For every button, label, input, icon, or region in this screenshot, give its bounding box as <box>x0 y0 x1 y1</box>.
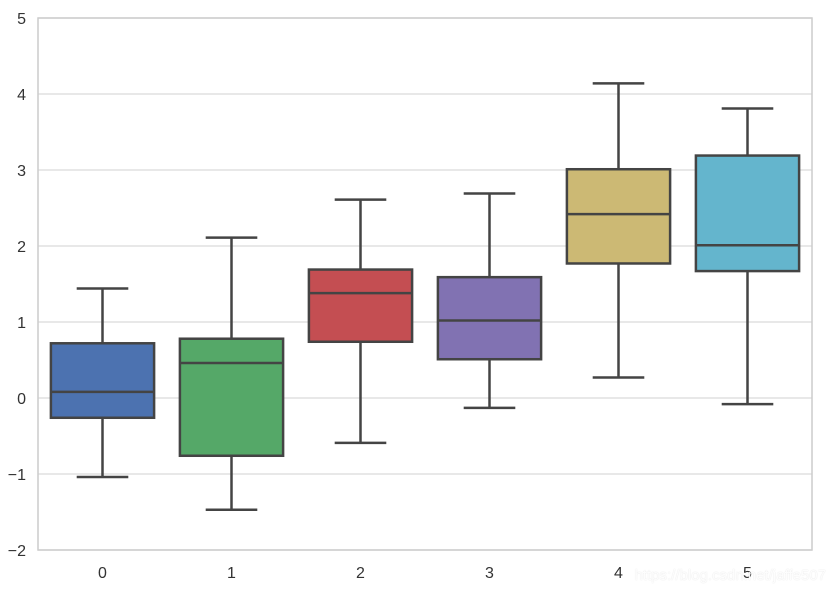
box-0 <box>49 287 156 479</box>
x-tick-label: 1 <box>227 565 236 582</box>
box-5 <box>694 107 801 406</box>
box-2 <box>307 198 414 445</box>
y-tick-label: −2 <box>8 543 26 560</box>
gridlines <box>38 17 812 551</box>
box-3 <box>436 192 543 410</box>
y-tick-label: −1 <box>8 467 26 484</box>
x-tick-label: 3 <box>485 565 494 582</box>
y-tick-label: 3 <box>17 163 26 180</box>
box-body <box>436 275 543 361</box>
boxes-group <box>49 82 801 511</box>
y-tick-labels: −2 −1 0 1 2 3 4 5 <box>8 11 26 560</box>
y-tick-label: 1 <box>17 315 26 332</box>
box-body <box>49 342 156 420</box>
box-body <box>307 268 414 344</box>
plot-frame <box>37 17 813 551</box>
box-body <box>178 337 285 458</box>
x-tick-labels: 0 1 2 3 4 5 <box>98 565 752 582</box>
box-body <box>565 167 672 265</box>
y-tick-label: 0 <box>17 391 26 408</box>
x-tick-label: 5 <box>743 565 752 582</box>
x-tick-label: 2 <box>356 565 365 582</box>
box-4 <box>565 82 672 379</box>
x-tick-label: 0 <box>98 565 107 582</box>
x-tick-label: 4 <box>614 565 623 582</box>
y-tick-label: 4 <box>17 87 26 104</box>
y-tick-label: 2 <box>17 239 26 256</box>
y-tick-label: 5 <box>17 11 26 28</box>
watermark-text: https://blog.csdn.net/jaffe507 <box>634 567 826 584</box>
box-body <box>694 154 801 273</box>
box-1 <box>178 236 285 511</box>
